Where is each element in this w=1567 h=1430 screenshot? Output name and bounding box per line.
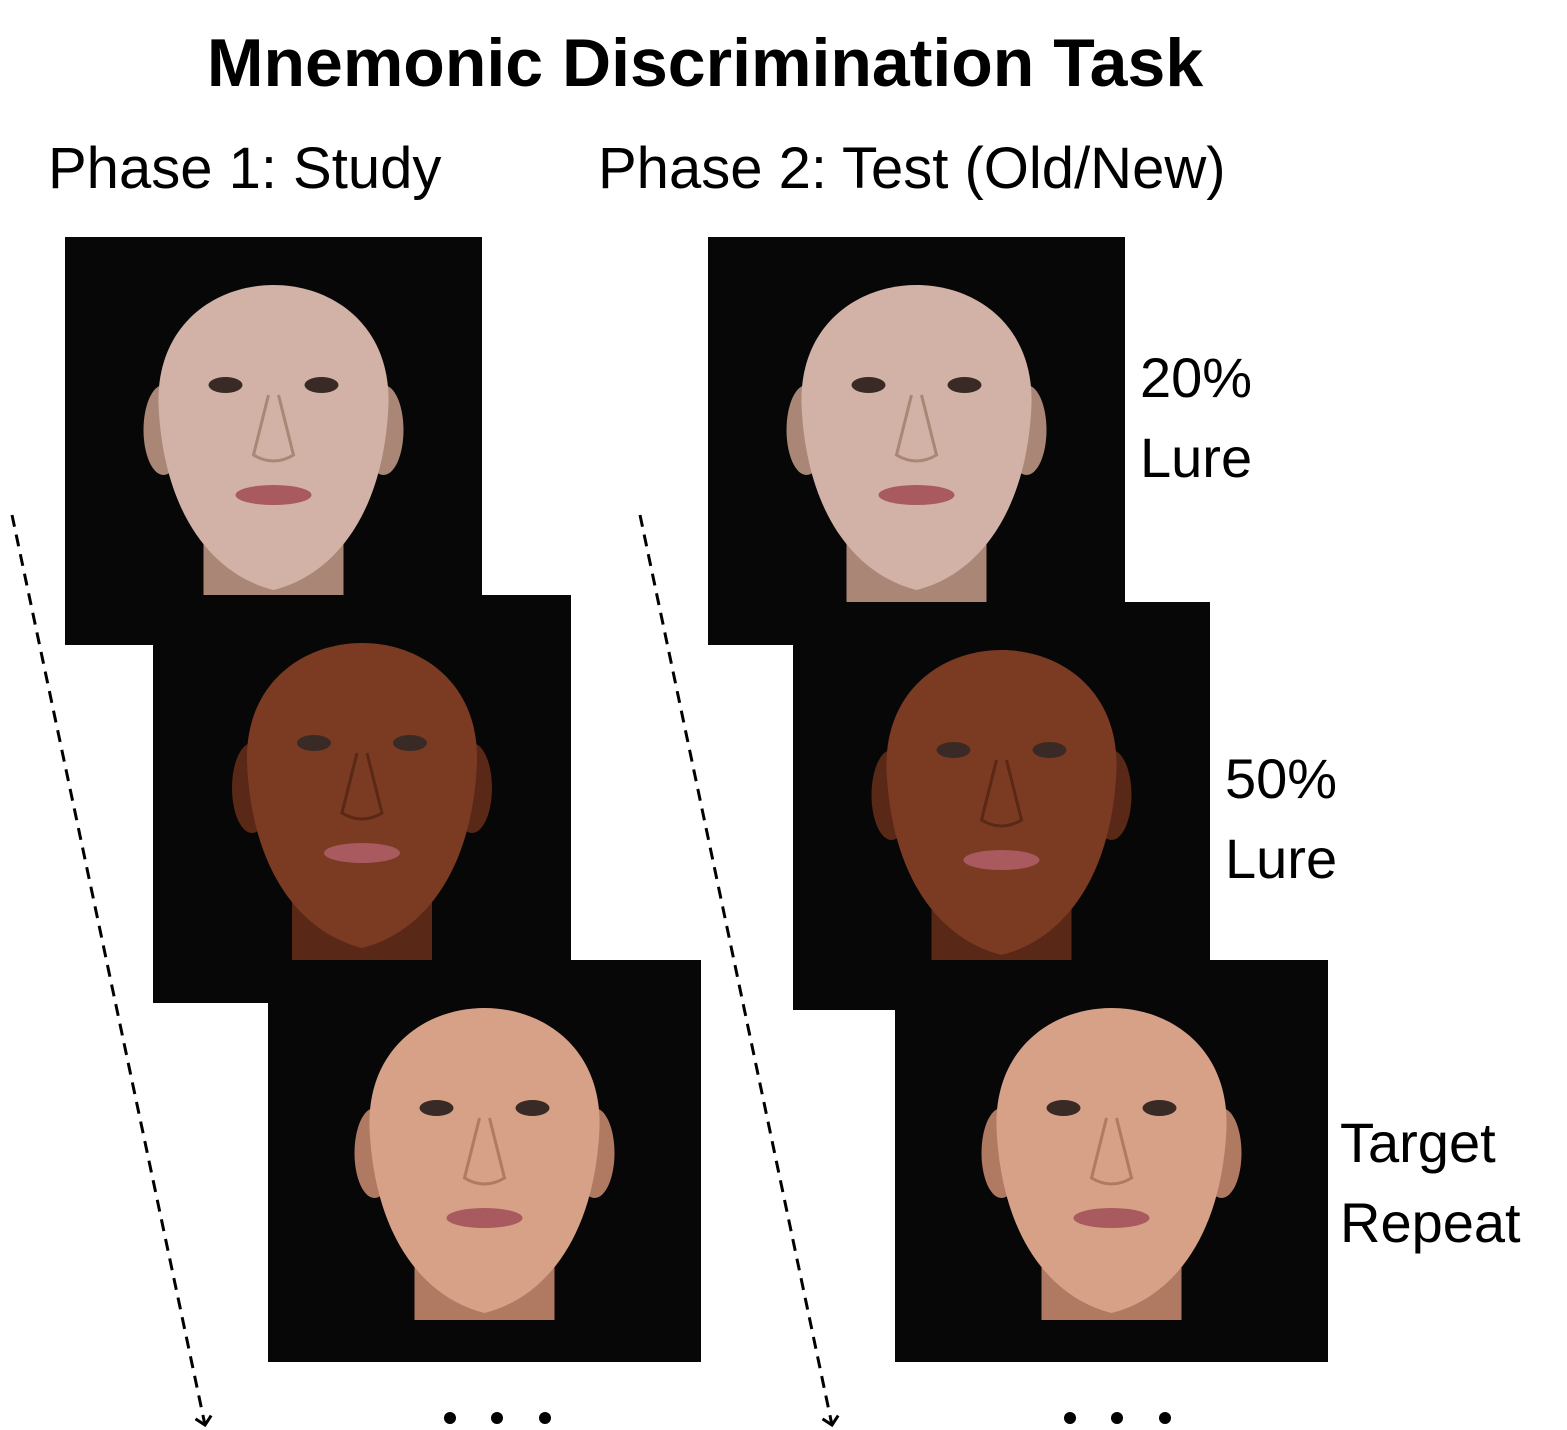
nose	[340, 752, 384, 821]
mouth	[1073, 1208, 1150, 1228]
eye	[1046, 1100, 1081, 1116]
head	[996, 1008, 1227, 1313]
eye	[515, 1100, 550, 1116]
nose	[251, 394, 296, 463]
head	[158, 285, 389, 590]
eye	[297, 735, 331, 751]
eye	[208, 377, 243, 393]
title: Mnemonic Discrimination Task	[207, 25, 1203, 101]
mouth	[878, 485, 955, 505]
nose	[462, 1117, 507, 1186]
nose	[979, 759, 1024, 828]
eye	[947, 377, 982, 393]
time-arrow	[638, 514, 840, 1428]
head	[886, 650, 1117, 955]
mouth	[963, 850, 1040, 870]
eye	[304, 377, 339, 393]
nose	[894, 394, 939, 463]
eye	[393, 735, 427, 751]
item-label: Lure	[1225, 827, 1337, 890]
nose	[1089, 1117, 1134, 1186]
eye	[1032, 742, 1067, 758]
mouth	[235, 485, 312, 505]
eye	[851, 377, 886, 393]
eye	[936, 742, 971, 758]
item-label: Lure	[1140, 426, 1252, 489]
phase-label: Phase 1: Study	[48, 136, 441, 201]
eye	[1142, 1100, 1177, 1116]
panels	[65, 237, 1328, 1362]
head	[369, 1008, 600, 1313]
mouth	[446, 1208, 523, 1228]
time-arrow	[10, 514, 213, 1428]
ellipsis	[444, 1412, 1171, 1424]
phase-label: Phase 2: Test (Old/New)	[598, 136, 1226, 201]
head	[246, 643, 478, 948]
eye	[419, 1100, 454, 1116]
item-label: Repeat	[1340, 1191, 1521, 1254]
item-label: 50%	[1225, 747, 1337, 810]
item-label: 20%	[1140, 346, 1252, 409]
head	[801, 285, 1032, 590]
item-label: Target	[1340, 1111, 1496, 1174]
mouth	[324, 843, 400, 863]
